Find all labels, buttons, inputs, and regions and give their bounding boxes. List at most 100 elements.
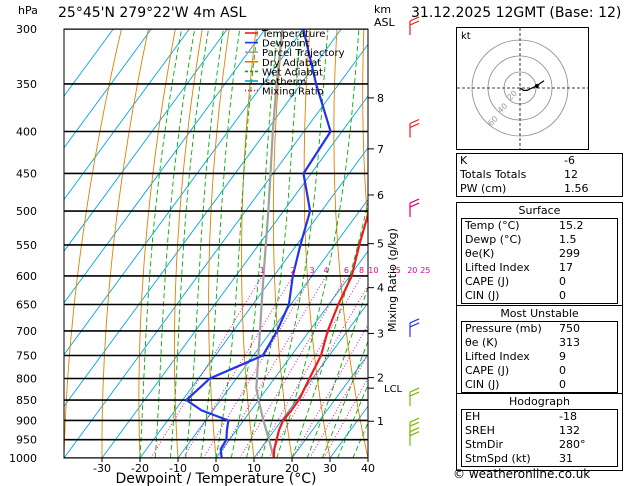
legend-entry: Parcel Trajectory: [262, 48, 345, 59]
legend-entry: Dewpoint: [262, 39, 310, 50]
mixing-ratio-label: 6: [344, 266, 349, 275]
wind-barb-flag: [409, 427, 420, 433]
x-axis-label: Dewpoint / Temperature (°C): [116, 471, 317, 486]
pressure-tick-label: 850: [16, 394, 37, 407]
hodograph-stat-label: StmDir: [465, 438, 504, 451]
surface-label: CAPE (J): [465, 275, 510, 288]
most-unstable-row: CIN (J) 0: [462, 378, 617, 392]
wind-barb: [409, 118, 420, 138]
wind-barb: [409, 198, 420, 218]
surface-row: Lifted Index 17: [462, 261, 617, 275]
hodograph-stat-value: 280°: [559, 438, 586, 451]
surface-value: 15.2: [559, 219, 584, 232]
mixing-ratio-label: 3: [309, 266, 314, 275]
most-unstable-row: θe (K) 313: [462, 336, 617, 350]
surface-label: Temp (°C): [465, 219, 520, 232]
km-tick-label: 3: [377, 327, 384, 340]
mixing-ratio-label: 25: [420, 266, 430, 275]
hodograph-ring-label: 40: [496, 101, 510, 115]
dry-adiabat: [101, 29, 149, 458]
most-unstable-label: Pressure (mb): [465, 322, 542, 335]
hodograph-stat-label: EH: [465, 410, 481, 423]
isotherm: [177, 198, 368, 458]
surface-value: 1.5: [559, 233, 577, 246]
storm-motion-marker: [534, 84, 539, 88]
km-tick-label: 2: [377, 372, 384, 385]
wet-adiabat: [276, 29, 360, 458]
dry-adiabat: [173, 29, 203, 458]
wind-barb-flag: [409, 417, 420, 423]
temperature-line: [272, 210, 368, 458]
index-row: K -6: [457, 154, 622, 168]
most-unstable-value: 0: [559, 378, 566, 391]
temperature-tick-label: 40: [361, 462, 375, 475]
hodograph-stat-row: SREH 132: [462, 424, 617, 438]
surface-title: Surface: [518, 204, 561, 217]
surface-panel: Surface Temp (°C) 15.2 Dewp (°C) 1.5 θe(K) 29…: [456, 202, 623, 308]
parcel-trajectory-line: [255, 29, 284, 458]
mixing-ratio-label: 20: [407, 266, 417, 275]
dry-adiabat: [362, 29, 368, 231]
hodograph-stat-label: StmSpd (kt): [465, 452, 531, 465]
wind-barb: [409, 318, 420, 337]
wind-barb: [409, 387, 420, 407]
temperature-tick-label: -10: [169, 462, 187, 475]
wind-barb-flag: [409, 431, 420, 437]
surface-row: CIN (J) 0: [462, 289, 617, 303]
dry-adiabat: [64, 29, 122, 458]
wind-barb-flag: [409, 387, 420, 393]
most-unstable-value: 9: [559, 350, 566, 363]
mixing-ratio-label: 15: [391, 266, 401, 275]
isotherm: [64, 29, 228, 252]
wet-adiabat: [200, 29, 241, 458]
surface-label: Dewp (°C): [465, 233, 522, 246]
mixing-ratio-line: [183, 275, 294, 458]
temperature-tick-label: -20: [131, 462, 149, 475]
legend-entry: Mixing Ratio: [262, 87, 324, 98]
wind-barb-flag: [409, 322, 420, 328]
legend-entry: Dry Adiabat: [262, 58, 321, 69]
most-unstable-value: 750: [559, 322, 580, 335]
surface-value: 299: [559, 247, 580, 260]
temperature-tick-label: 0: [213, 462, 220, 475]
surface-label: CIN (J): [465, 289, 500, 302]
pressure-tick-label: 600: [16, 270, 37, 283]
most-unstable-panel: Most Unstable Pressure (mb) 750 θe (K) 313 L…: [456, 305, 623, 397]
pressure-tick-label: 900: [16, 414, 37, 427]
km-tick-label: 7: [377, 143, 384, 156]
isotherm: [215, 250, 368, 458]
km-tick-label: 5: [377, 238, 384, 251]
most-unstable-value: 313: [559, 336, 580, 349]
dewpoint-line: [185, 29, 332, 458]
mixing-ratio-axis-label: Mixing Ratio (g/kg): [386, 228, 399, 332]
temperature-tick-label: 30: [323, 462, 337, 475]
mixing-ratio-label: 1: [260, 266, 265, 275]
isotherm: [291, 353, 368, 458]
isotherm: [101, 95, 368, 458]
most-unstable-label: CAPE (J): [465, 364, 510, 377]
surface-row: Dewp (°C) 1.5: [462, 233, 617, 247]
hodograph-stat-row: StmDir 280°: [462, 438, 617, 452]
isotherm: [64, 43, 368, 458]
wind-barb-flag: [409, 122, 420, 129]
hodograph-panel-title: Hodograph: [509, 395, 570, 408]
height-unit-asl: ASL: [374, 16, 395, 29]
index-value: 12: [564, 168, 578, 181]
temperature-tick-label: -30: [93, 462, 111, 475]
index-row: Totals Totals 12: [457, 168, 622, 182]
hodograph-stat-value: 132: [559, 424, 580, 437]
pressure-tick-label: 300: [16, 23, 37, 36]
pressure-tick-label: 800: [16, 372, 37, 385]
lcl-label: LCL: [384, 384, 403, 395]
surface-value: 0: [559, 289, 566, 302]
most-unstable-row: Pressure (mb) 750: [462, 322, 617, 336]
mixing-ratio-label: 2: [290, 266, 295, 275]
hodograph-stat-value: -18: [559, 410, 577, 423]
isotherm: [64, 29, 342, 408]
surface-row: CAPE (J) 0: [462, 275, 617, 289]
wind-barb: [409, 427, 420, 446]
pressure-tick-label: 650: [16, 299, 37, 312]
pressure-tick-label: 500: [16, 205, 37, 218]
dry-adiabat: [138, 29, 176, 458]
